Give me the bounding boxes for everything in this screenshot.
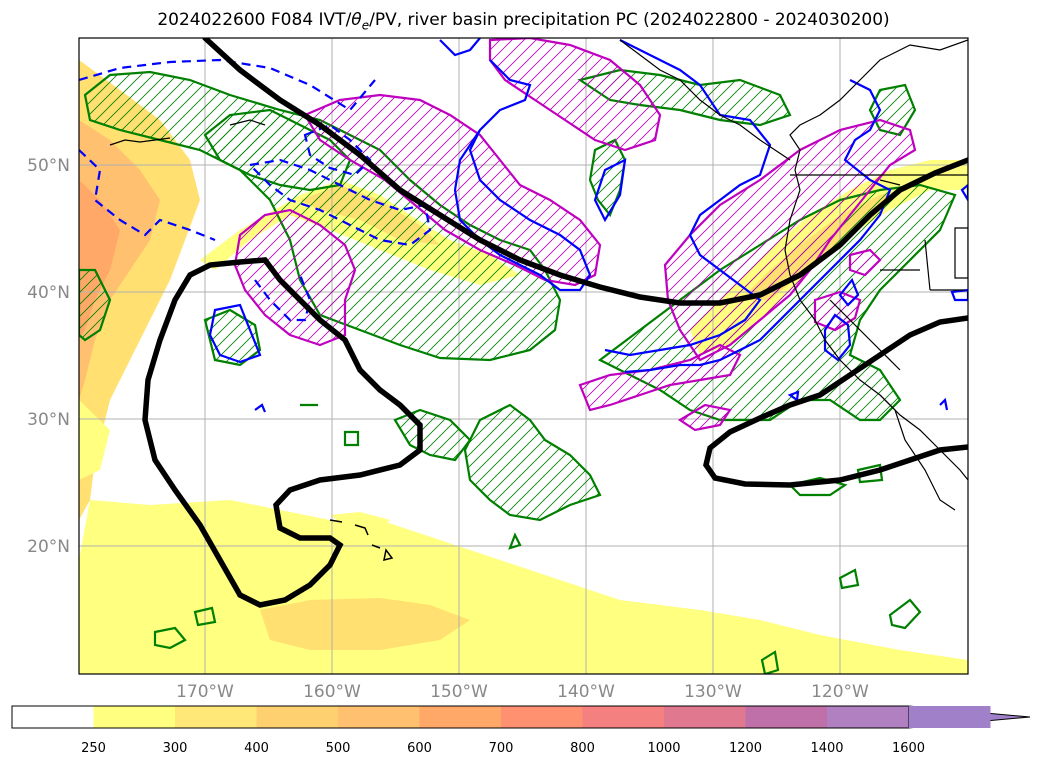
lat-label: 20°N bbox=[27, 537, 70, 557]
coastlines bbox=[109, 39, 968, 562]
lat-label: 50°N bbox=[27, 156, 70, 176]
colorbar-label: 250 bbox=[81, 741, 106, 756]
lat-label: 40°N bbox=[27, 283, 70, 303]
colorbar-segment bbox=[582, 706, 665, 728]
precip-pc-contours bbox=[233, 38, 917, 432]
map-title: 2024022600 F084 IVT/θe/PV, river basin p… bbox=[157, 10, 890, 33]
pv-contours bbox=[79, 38, 968, 413]
jet-contours bbox=[142, 38, 968, 608]
colorbar-segment bbox=[93, 706, 176, 728]
colorbar-label: 1000 bbox=[647, 741, 680, 756]
colorbar-label: 600 bbox=[407, 741, 432, 756]
colorbar-label: 300 bbox=[163, 741, 188, 756]
lon-labels: 170°W 160°W 150°W 140°W 130°W 120°W bbox=[176, 682, 869, 702]
colorbar-segment bbox=[827, 706, 909, 728]
lon-label: 120°W bbox=[811, 682, 869, 702]
colorbar-label: 400 bbox=[244, 741, 269, 756]
colorbar-segment bbox=[501, 706, 583, 728]
colorbar-segment bbox=[12, 706, 94, 728]
colorbar-label: 700 bbox=[489, 741, 514, 756]
map-frame bbox=[78, 37, 969, 675]
colorbar-segment bbox=[419, 706, 502, 728]
colorbar: 250 300 400 500 600 700 800 1000 1200 1400 1600 bbox=[11, 705, 1031, 756]
colorbar-segment bbox=[338, 706, 420, 728]
colorbar-segment bbox=[908, 706, 991, 728]
lon-label: 160°W bbox=[303, 682, 361, 702]
lat-labels: 50°N 40°N 30°N 20°N bbox=[27, 156, 70, 557]
colorbar-segment bbox=[745, 706, 828, 728]
colorbar-segment bbox=[175, 706, 257, 728]
colorbar-label: 500 bbox=[326, 741, 351, 756]
lon-label: 150°W bbox=[430, 682, 488, 702]
lon-label: 140°W bbox=[557, 682, 615, 702]
lat-label: 30°N bbox=[27, 410, 70, 430]
colorbar-label: 1400 bbox=[810, 741, 843, 756]
colorbar-label: 1200 bbox=[729, 741, 762, 756]
colorbar-label: 1600 bbox=[892, 741, 925, 756]
colorbar-label: 800 bbox=[570, 741, 595, 756]
lon-label: 130°W bbox=[684, 682, 742, 702]
lon-label: 170°W bbox=[176, 682, 234, 702]
colorbar-segment bbox=[664, 706, 746, 728]
colorbar-outline bbox=[11, 705, 909, 729]
colorbar-segment bbox=[256, 706, 339, 728]
